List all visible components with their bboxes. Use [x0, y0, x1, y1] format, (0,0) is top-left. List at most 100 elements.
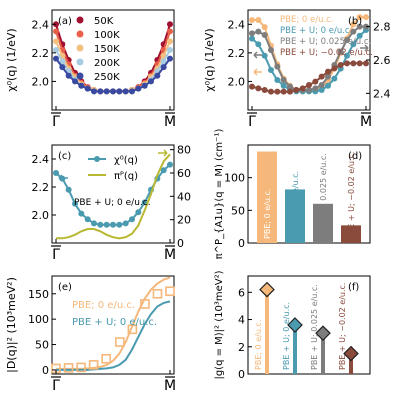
panel-a-series-200K-point — [160, 58, 167, 65]
panel-d-ytick-label: 100 — [224, 172, 245, 185]
panel-c-xtick-label: M — [164, 247, 176, 263]
panel-c-chi-point — [78, 210, 85, 217]
panel-a-series-250K-point — [65, 72, 72, 79]
panel-f-diamond-marker — [259, 281, 275, 298]
panel-b-legend-label: PBE + U; 0.025 e/u.c. — [280, 37, 371, 47]
panel-c-chi-point — [97, 221, 104, 228]
panel-c-chi-point — [91, 220, 97, 227]
panel-b-series-point — [325, 73, 331, 80]
panel-c-ytick-right-label: 20 — [177, 214, 191, 227]
panel-c-chi-point — [53, 170, 59, 176]
panel-a-series-150K-point — [53, 38, 59, 45]
panel-a-ytick-label: 2.4 — [32, 18, 50, 31]
panel-e-square-marker — [76, 362, 86, 373]
panel-f-category-label: PBE + U; 0.025 e/u.c. — [310, 284, 319, 370]
panel-e-square-marker — [165, 286, 175, 297]
panel-a-ytick-label: 2.2 — [32, 47, 50, 60]
panel-e-label: (e) — [58, 282, 72, 293]
panel-a-xtick-label: M — [164, 114, 176, 130]
panel-f-category-label: PBE + U; 0 e/u.c. — [282, 302, 291, 370]
panel-b-series-point — [312, 78, 319, 85]
panel-b-series-point — [255, 41, 262, 48]
panel-b-series-point — [350, 41, 357, 48]
panel-c-ytick-right-label: 80 — [177, 144, 191, 157]
panel-a-legend-marker — [76, 58, 84, 66]
panel-f-ytick-label: 6 — [238, 286, 245, 299]
panel-a-series-100K-point — [167, 28, 173, 35]
panel-b-series-point — [293, 87, 300, 93]
panel-d-category-label: PBE + U; −0.02 e/u.c. — [347, 152, 356, 239]
panel-a-series-250K-point — [167, 55, 173, 62]
panel-b-series-point — [287, 83, 293, 90]
panel-b-ytick-right-label: 2.8 — [373, 21, 391, 34]
panel-e-ytick-label: 100 — [28, 313, 49, 326]
panel-a-legend-marker — [76, 72, 84, 80]
panel-b-xtick-label: Γ — [248, 114, 256, 130]
panel-c-chi-point — [116, 221, 123, 228]
panel-b-series-point — [318, 73, 325, 80]
panel-b-series-point — [249, 30, 255, 37]
panel-b-series-point — [350, 60, 357, 67]
panel-d-category-label: PBE; 0 e/u.c. — [263, 189, 272, 239]
panel-c-annotation: PBE + U; 0 e/u.c. — [74, 198, 151, 208]
panel-b-ytick-right-label: 2.6 — [373, 54, 391, 67]
panel-c-label: (c) — [58, 151, 71, 162]
panel-f-diamond-marker — [287, 317, 303, 333]
panel-f-diamond-marker — [315, 325, 331, 342]
panel-c-legend-label: χ⁰(q) — [114, 155, 138, 166]
panel-a-series-250K-point — [91, 88, 97, 95]
panel-a-series-250K-point — [84, 85, 91, 92]
panel-a-series-200K-point — [53, 47, 59, 53]
panel-b-arrow — [253, 51, 262, 59]
panel-b-arrow — [253, 68, 262, 76]
panel-d-category-label: PBE + U; 0 e/u.c. — [291, 171, 300, 239]
panel-d-bar — [257, 151, 277, 243]
panel-b-series-point — [287, 88, 293, 95]
panel-b-series-point — [318, 82, 325, 88]
panel-c-chi-point — [84, 216, 91, 223]
panel-e-xtick-label: M — [164, 378, 176, 394]
panel-b-series-point — [249, 83, 255, 90]
panel-e-ytick-label: 0 — [42, 364, 49, 377]
panel-c-chi-point — [72, 200, 78, 207]
panel-b-arrow — [360, 44, 369, 52]
panel-e-square-marker — [101, 353, 111, 364]
panel-b-series-point — [274, 63, 281, 70]
panel-b-series-point — [356, 60, 363, 67]
panel-e-square-marker — [115, 337, 125, 347]
panel-e-square-marker — [63, 363, 74, 373]
panel-b-series-point — [280, 88, 287, 95]
panel-b-ytick-right-label: 2.4 — [373, 87, 391, 100]
panel-b-series-point — [318, 87, 325, 93]
panel-b-series-point — [325, 82, 331, 89]
panel-a-label: (a) — [58, 16, 72, 27]
panel-e-square-marker — [88, 360, 99, 370]
panel-b-series-point — [261, 32, 268, 38]
panel-a-legend-marker — [76, 44, 84, 52]
panel-c-pi-line — [56, 153, 171, 240]
panel-d-label: (d) — [348, 151, 362, 162]
panel-b-series-point — [337, 48, 344, 55]
panel-e-legend-label: PBE; 0 e/u.c. — [72, 300, 135, 311]
panel-b-series-point — [280, 77, 287, 83]
panel-a-series-250K-point — [160, 64, 167, 71]
panel-d-frame — [247, 144, 371, 244]
panel-b-series-point — [312, 85, 319, 92]
panel-f-category-label: PBE + U; −0.02 e/u.c. — [338, 283, 347, 370]
panel-e-ytick-label: 50 — [35, 339, 49, 352]
panel-b-series-point — [268, 88, 274, 95]
panel-b-series-point — [350, 21, 357, 28]
panel-a-series-200K-point — [59, 58, 66, 65]
panel-b-series-point — [337, 62, 344, 68]
panel-d-ylabel: π^P_{A1u}(q = M) (cm⁻¹) — [214, 129, 225, 260]
panel-c-frame — [51, 144, 175, 244]
panel-b-series-point — [255, 17, 262, 23]
panel-b-series-point — [306, 87, 312, 93]
panel-b-series-point — [299, 85, 306, 92]
panel-b-series-point — [255, 85, 262, 92]
panel-e-ylabel: |D(q)|² (10³meV²) — [5, 277, 18, 373]
panel-a-legend-label: 150K — [94, 44, 120, 55]
panel-c-ytick-label: 2.0 — [32, 209, 50, 222]
panel-a-series-250K-point — [116, 88, 123, 95]
